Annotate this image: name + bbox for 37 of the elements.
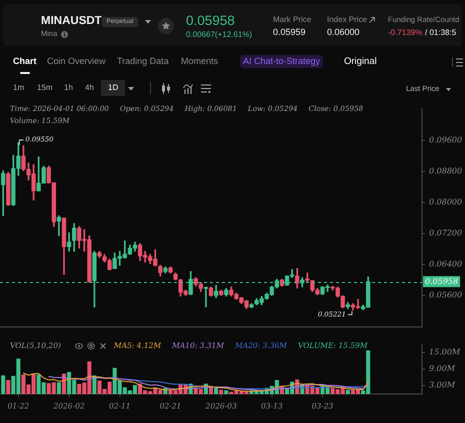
text: 15m	[37, 83, 53, 92]
text: 0.05959	[273, 27, 306, 38]
text: Chart	[13, 56, 37, 66]
ref-line-label: 0.05958	[425, 277, 458, 286]
text: 0.06000	[327, 27, 360, 38]
text: 0.00667(+12.61%)	[186, 30, 252, 38]
text: Original	[344, 56, 377, 67]
bar	[346, 390, 350, 394]
y-tick-label: 0.07200	[429, 228, 462, 238]
text: 4h	[85, 83, 94, 92]
text: Trading Data	[117, 56, 169, 66]
text: Mark Price	[273, 14, 312, 24]
bar	[214, 388, 218, 394]
text: 0.05958	[186, 13, 235, 28]
candlestick	[204, 286, 208, 308]
y-tick-label: 15.00M	[429, 347, 461, 356]
bar	[6, 380, 10, 394]
text: MINAUSDT	[41, 15, 102, 28]
bar	[219, 390, 224, 394]
bar	[224, 390, 228, 394]
y-tick-label: 0.06400	[429, 260, 462, 269]
y-tick-label: 0.09600	[429, 136, 462, 145]
y-tick-label: 0.08000	[429, 198, 462, 207]
text: Index Price	[327, 14, 368, 24]
y-tick-label: 9.00M	[429, 364, 456, 374]
text: Moments	[181, 56, 218, 66]
text: 1h	[64, 83, 73, 92]
bar	[56, 382, 61, 394]
y-tick-label: 0.05600	[429, 290, 462, 300]
candlestick	[56, 215, 62, 236]
text: 1m	[13, 83, 24, 92]
y-tick-label: 0.08800	[429, 166, 462, 176]
text: Coin Overview	[47, 56, 106, 66]
text: -0.7139%	[388, 28, 422, 37]
text: / 01:38:5	[425, 28, 456, 37]
bar	[1, 375, 6, 394]
y-tick-label: 3.00M	[429, 380, 456, 390]
